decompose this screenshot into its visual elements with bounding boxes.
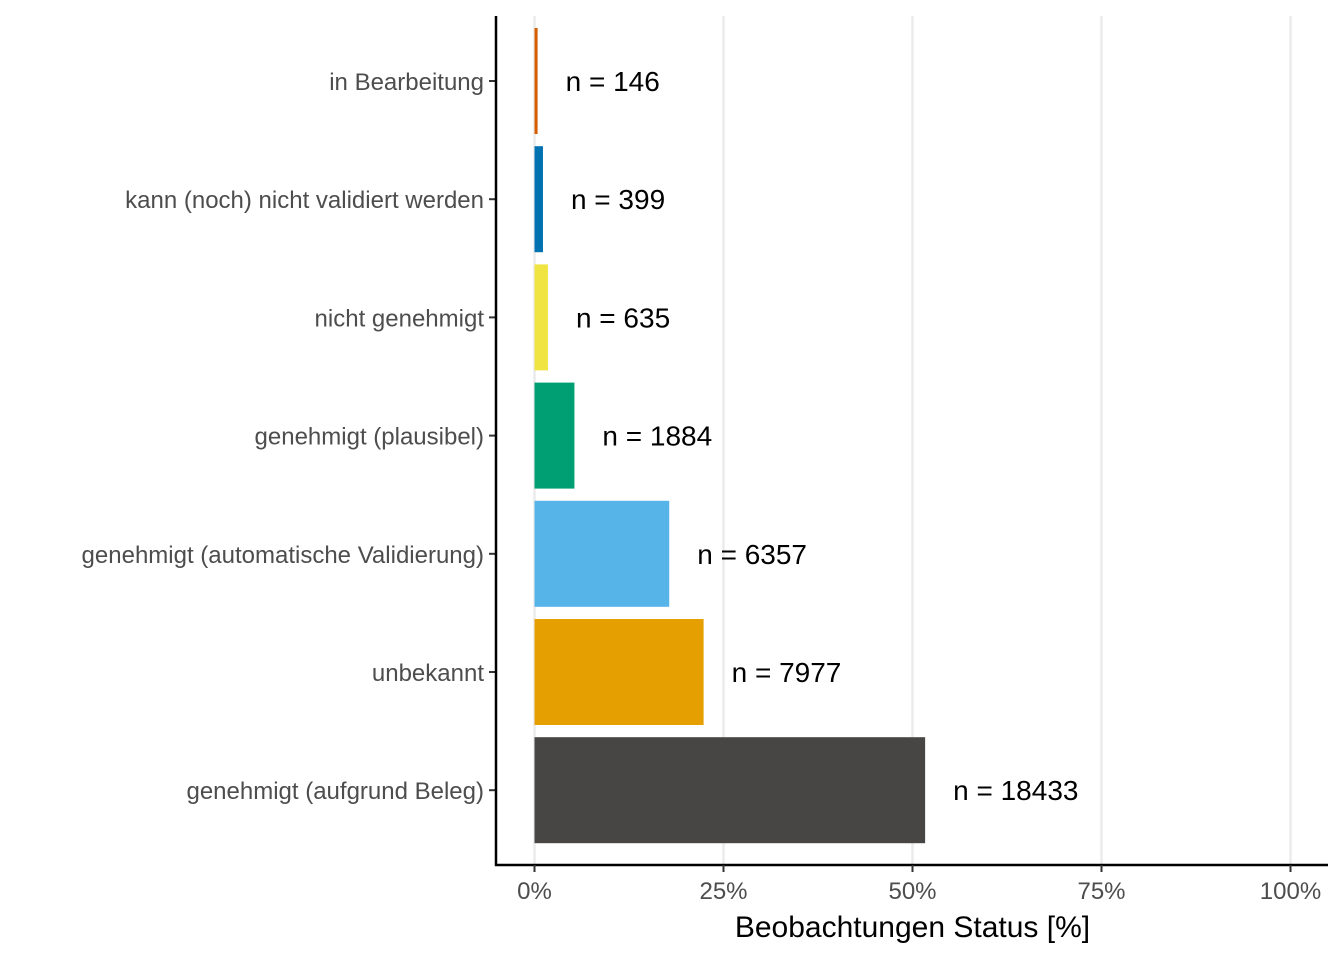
labels: in Bearbeitung n = 146 kann (noch) nicht v… [82, 66, 1322, 905]
category-label: in Bearbeitung [329, 69, 484, 96]
category-label: genehmigt (automatische Validierung) [82, 542, 484, 569]
data-label: n = 1884 [602, 421, 712, 452]
x-tick-label: 100% [1260, 878, 1321, 905]
category-label: genehmigt (aufgrund Beleg) [186, 778, 484, 805]
category-label: genehmigt (plausibel) [255, 424, 484, 451]
data-label: n = 146 [566, 66, 660, 97]
category-label: kann (noch) nicht validiert werden [125, 187, 484, 214]
x-axis-title: Beobachtungen Status [%] [735, 911, 1090, 944]
category-label: unbekannt [372, 660, 484, 687]
bar [534, 28, 538, 134]
x-tick-label: 0% [517, 878, 552, 905]
bar [534, 737, 926, 844]
data-label: n = 6357 [697, 539, 807, 570]
bar [534, 264, 548, 371]
data-label: n = 7977 [732, 657, 842, 688]
data-label: n = 18433 [953, 775, 1078, 806]
data-label: n = 399 [571, 184, 665, 215]
x-tick-label: 75% [1077, 878, 1125, 905]
bar [534, 619, 704, 725]
data-label: n = 635 [576, 302, 670, 333]
category-label: nicht genehmigt [315, 305, 485, 332]
bar [534, 500, 670, 607]
x-tick-label: 25% [699, 878, 747, 905]
bar [534, 146, 543, 253]
bar [534, 382, 575, 489]
x-tick-label: 50% [888, 878, 936, 905]
axes [489, 16, 1328, 872]
bars [534, 28, 926, 844]
